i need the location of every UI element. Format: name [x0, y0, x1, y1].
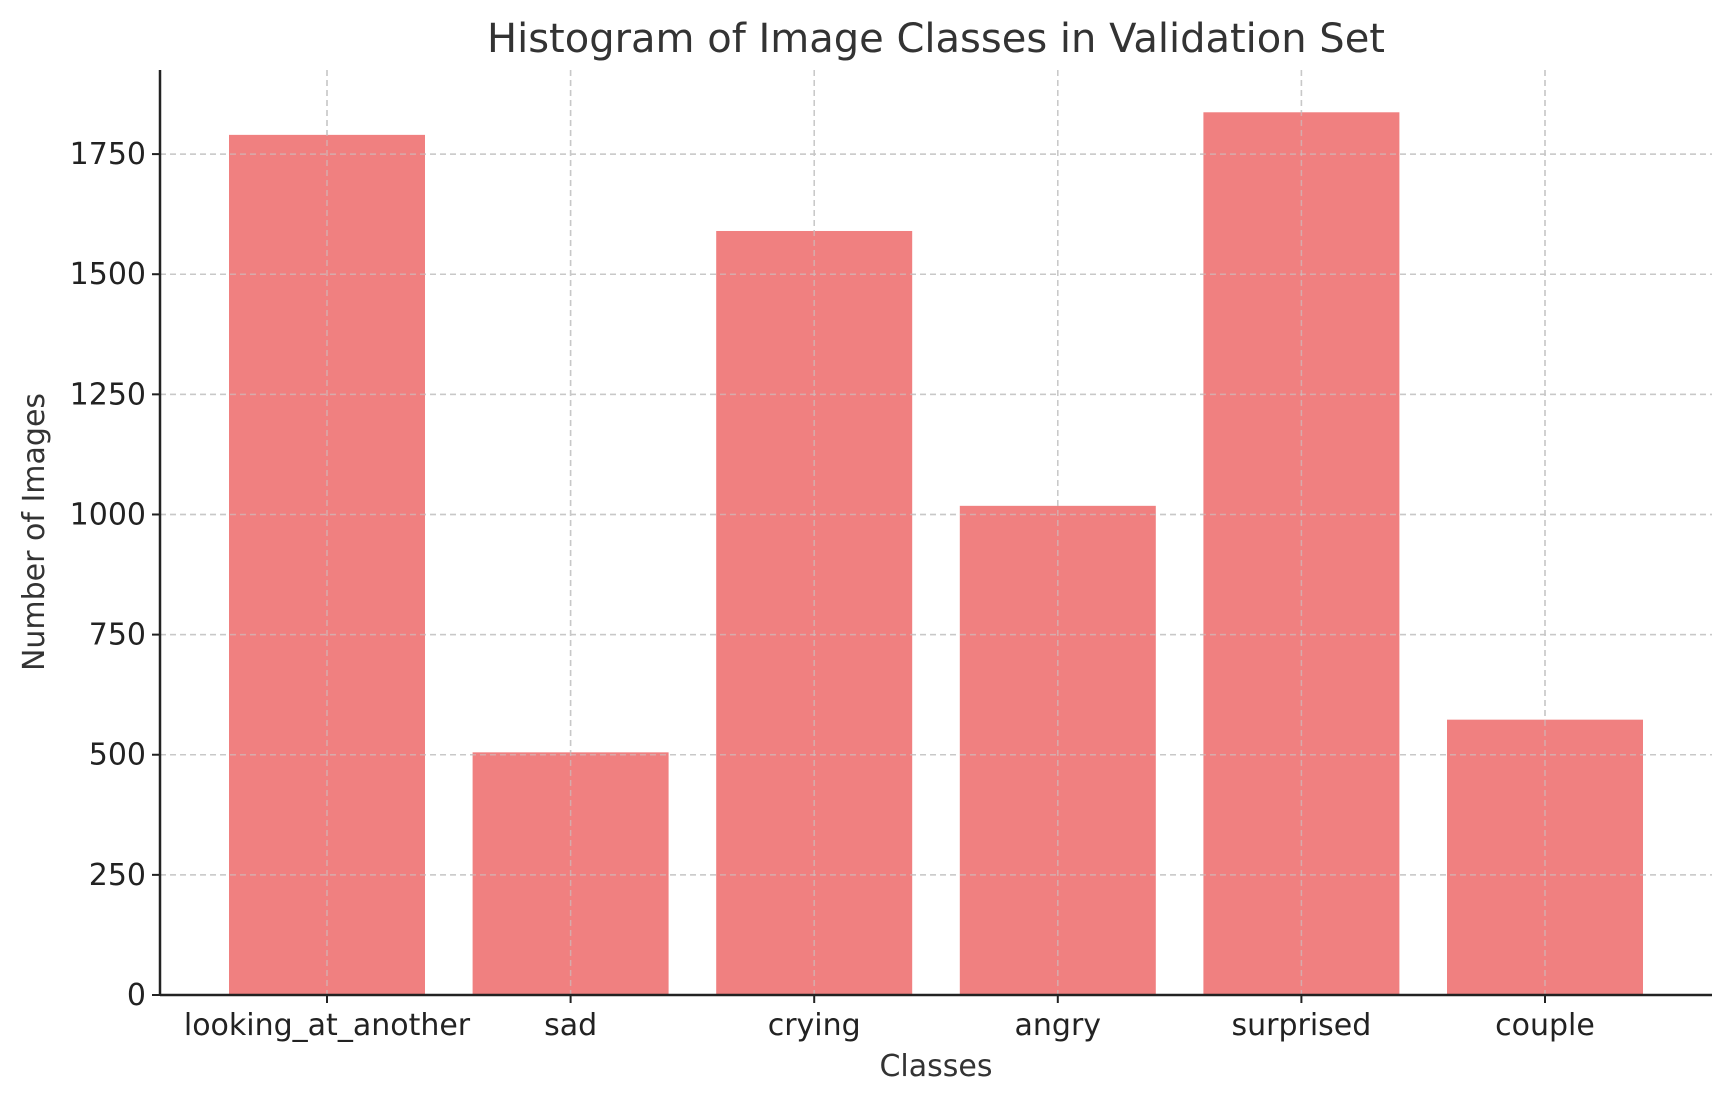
y-tick-label: 1500: [70, 257, 146, 292]
y-axis-label: Number of Images: [17, 393, 52, 671]
axes-layer: [158, 70, 1712, 997]
y-tick-label: 1000: [70, 497, 146, 532]
y-tick-label: 500: [89, 738, 146, 773]
x-ticks: looking_at_another sad crying angry surprise…: [184, 995, 1595, 1043]
y-ticks: 0 250 500 750 1000 1250 1500 1750: [70, 137, 160, 1013]
x-tick-label: sad: [544, 1008, 597, 1043]
x-axis-label: Classes: [879, 1049, 992, 1084]
x-tick-label: crying: [768, 1008, 861, 1043]
y-tick-label: 1750: [70, 137, 146, 172]
x-tick-label: surprised: [1231, 1008, 1371, 1043]
y-tick-label: 1250: [70, 377, 146, 412]
x-tick-label: couple: [1495, 1008, 1595, 1043]
y-tick-label: 750: [89, 618, 146, 653]
y-tick-label: 250: [89, 858, 146, 893]
x-tick-label: looking_at_another: [184, 1008, 471, 1043]
bars-layer: [160, 70, 1712, 996]
x-tick-label: angry: [1015, 1008, 1102, 1043]
chart-title: Histogram of Image Classes in Validation…: [487, 16, 1385, 62]
y-tick-label: 0: [127, 978, 146, 1013]
